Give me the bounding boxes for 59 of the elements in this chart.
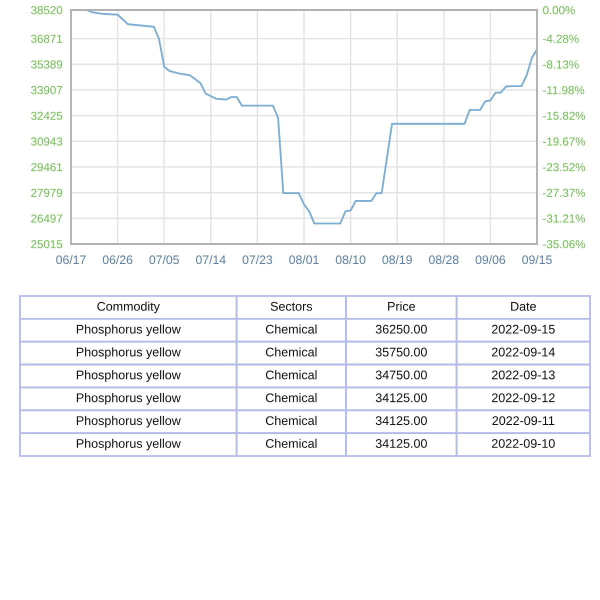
y-tick-label: 26497 <box>31 214 62 223</box>
y2-tick-label: -11.98% <box>543 86 584 94</box>
y-tick-label: 33907 <box>31 86 62 94</box>
x-tick-label: 07/14 <box>196 255 226 264</box>
y-tick-label: 25015 <box>31 240 62 248</box>
text: Chemical <box>266 393 317 402</box>
x-tick-label: 09/15 <box>522 255 552 264</box>
text: Phosphorus yellow <box>76 347 181 359</box>
text: Phosphorus yellow <box>76 324 181 336</box>
x-tick-label: 09/06 <box>476 255 506 264</box>
text: 35750.00 <box>376 348 427 356</box>
y2-tick-label: -23.52% <box>543 163 586 172</box>
text: Phosphorus yellow <box>76 393 181 405</box>
text: 2022-09-15 <box>492 324 555 334</box>
y2-tick-label: -4.28% <box>543 34 579 43</box>
x-tick-label: 08/28 <box>428 255 459 264</box>
text: 34125.00 <box>376 439 427 448</box>
text: Chemical <box>266 347 317 356</box>
category-label: Sectors <box>270 302 312 311</box>
y-tick-label: 35389 <box>31 60 62 69</box>
y-tick-label: 32425 <box>31 112 62 120</box>
text: Chemical <box>266 438 317 448</box>
y-tick-label: 38520 <box>31 6 62 14</box>
text: 2022-09-10 <box>492 439 555 448</box>
text: 36250.00 <box>376 324 427 334</box>
x-tick-label: 08/01 <box>289 255 319 264</box>
x-tick-label: 07/23 <box>242 255 272 264</box>
text: Chemical <box>266 324 317 334</box>
x-tick-label: 07/05 <box>149 255 179 264</box>
text: Phosphorus yellow <box>76 438 181 450</box>
y2-tick-label: -35.06% <box>543 240 586 248</box>
text: 2022-09-12 <box>492 393 555 402</box>
text: 2022-09-14 <box>492 348 555 356</box>
x-tick-label: 08/19 <box>382 255 412 264</box>
text: Chemical <box>266 370 317 380</box>
y2-tick-label: -31.21% <box>543 214 586 223</box>
y2-tick-label: -19.67% <box>543 137 586 146</box>
x-tick-label: 06/26 <box>102 255 132 264</box>
y2-tick-label: -8.13% <box>543 60 579 69</box>
y-tick-label: 27979 <box>31 188 62 197</box>
y-tick-label: 30943 <box>31 137 62 146</box>
y2-tick-label: -15.82% <box>543 112 586 120</box>
text: 34750.00 <box>376 370 427 380</box>
text: 34125.00 <box>376 416 427 426</box>
y2-tick-label: -27.37% <box>543 188 586 197</box>
y-tick-label: 36871 <box>31 34 62 43</box>
text: 34125.00 <box>376 393 427 402</box>
text: Phosphorus yellow <box>76 370 181 382</box>
category-label: Commodity <box>97 302 160 314</box>
x-tick-label: 08/10 <box>336 255 366 264</box>
y2-tick-label: 0.00% <box>543 6 575 14</box>
text: 2022-09-11 <box>492 416 554 426</box>
x-tick-label: 06/17 <box>56 255 86 264</box>
text: Phosphorus yellow <box>76 416 181 428</box>
y-tick-label: 29461 <box>31 163 62 172</box>
category-label: Date <box>511 302 536 311</box>
text: 2022-09-13 <box>492 370 555 380</box>
category-label: Price <box>388 302 416 311</box>
text: Chemical <box>266 416 317 426</box>
